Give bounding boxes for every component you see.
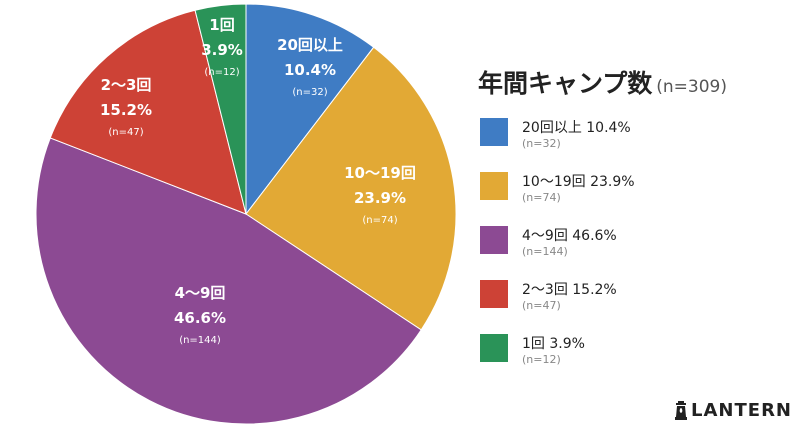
legend-item: 4〜9回 46.6% (n=144) bbox=[480, 226, 780, 270]
legend-label: 20回以上 10.4% bbox=[522, 120, 631, 136]
legend-n: (n=74) bbox=[522, 191, 561, 204]
legend-label: 2〜3回 15.2% bbox=[522, 282, 617, 298]
slice-n-label: (n=47) bbox=[108, 127, 143, 138]
slice-label: 2〜3回 15.2% (n=47) bbox=[100, 76, 152, 138]
slice-category-label: 1回 bbox=[209, 16, 234, 34]
legend-swatch bbox=[480, 226, 508, 254]
legend-label: 4〜9回 46.6% bbox=[522, 228, 617, 244]
lantern-icon bbox=[675, 400, 688, 420]
slice-label: 10〜19回 23.9% (n=74) bbox=[344, 164, 416, 226]
slice-category-label: 10〜19回 bbox=[344, 164, 416, 182]
chart-subtitle: (n=309) bbox=[656, 77, 727, 97]
legend-label: 1回 3.9% bbox=[522, 336, 585, 352]
slice-percent-label: 46.6% bbox=[174, 309, 226, 327]
pie-slice bbox=[49, 9, 247, 215]
slice-percent-label: 23.9% bbox=[354, 189, 406, 207]
slice-label: 4〜9回 46.6% (n=144) bbox=[174, 284, 226, 346]
slice-category-label: 20回以上 bbox=[277, 36, 343, 54]
legend-n: (n=12) bbox=[522, 353, 561, 366]
slice-category-label: 4〜9回 bbox=[175, 284, 226, 302]
brand-name: LANTERN bbox=[691, 400, 792, 421]
slice-n-label: (n=32) bbox=[292, 87, 327, 98]
slice-category-label: 2〜3回 bbox=[101, 76, 152, 94]
pie-slice bbox=[245, 3, 375, 216]
slice-percent-label: 10.4% bbox=[284, 61, 336, 79]
legend-item: 1回 3.9% (n=12) bbox=[480, 334, 780, 378]
slice-n-label: (n=144) bbox=[179, 335, 221, 346]
legend-title: 年間キャンプ数 (n=309) bbox=[478, 64, 727, 100]
slice-label: 1回 3.9% (n=12) bbox=[201, 16, 243, 78]
legend-n: (n=32) bbox=[522, 137, 561, 150]
legend-item: 10〜19回 23.9% (n=74) bbox=[480, 172, 780, 216]
slice-label: 20回以上 10.4% (n=32) bbox=[277, 36, 343, 98]
pie-slice bbox=[245, 46, 457, 331]
legend-swatch bbox=[480, 172, 508, 200]
legend-n: (n=47) bbox=[522, 299, 561, 312]
legend-label: 10〜19回 23.9% bbox=[522, 174, 635, 190]
slice-percent-label: 3.9% bbox=[201, 41, 243, 59]
legend-n: (n=144) bbox=[522, 245, 568, 258]
legend-swatch bbox=[480, 118, 508, 146]
slice-n-label: (n=74) bbox=[362, 215, 397, 226]
chart-title: 年間キャンプ数 bbox=[478, 69, 653, 98]
legend-item: 2〜3回 15.2% (n=47) bbox=[480, 280, 780, 324]
brand-logo: LANTERN bbox=[674, 400, 792, 421]
slice-percent-label: 15.2% bbox=[100, 101, 152, 119]
legend-item: 20回以上 10.4% (n=32) bbox=[480, 118, 780, 162]
slice-n-label: (n=12) bbox=[204, 67, 239, 78]
legend-swatch bbox=[480, 280, 508, 308]
pie-slice bbox=[35, 137, 422, 425]
pie-slice bbox=[194, 3, 247, 215]
legend-swatch bbox=[480, 334, 508, 362]
